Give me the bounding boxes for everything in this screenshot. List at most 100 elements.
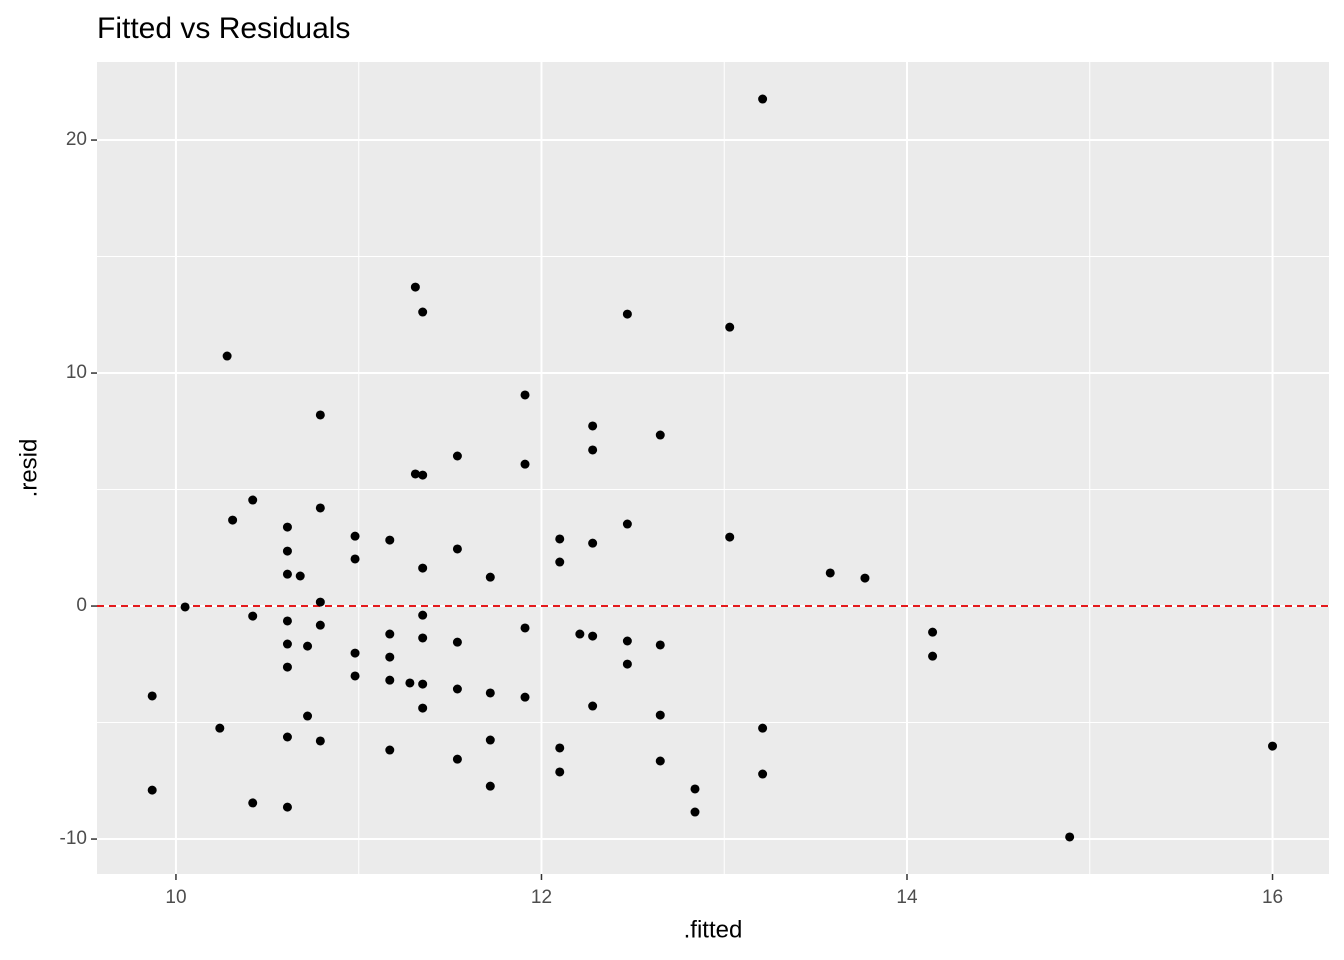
- y-tick-label: 20: [66, 129, 87, 150]
- point: [520, 459, 530, 469]
- y-tick-label: 0: [76, 595, 87, 616]
- point: [655, 430, 665, 440]
- point: [282, 569, 292, 579]
- point: [282, 732, 292, 742]
- point: [452, 451, 462, 461]
- point: [485, 688, 495, 698]
- point: [418, 703, 428, 713]
- point: [385, 629, 395, 639]
- y-tick-label: -10: [60, 828, 87, 849]
- point: [418, 307, 428, 317]
- point: [555, 557, 565, 567]
- point: [452, 544, 462, 554]
- point: [385, 652, 395, 662]
- point: [315, 410, 325, 420]
- point: [452, 684, 462, 694]
- point: [555, 767, 565, 777]
- point: [622, 659, 632, 669]
- x-tick-label: 16: [1262, 887, 1283, 908]
- point: [350, 554, 360, 564]
- point: [825, 568, 835, 578]
- point: [180, 602, 190, 612]
- point: [410, 282, 420, 292]
- point: [228, 515, 238, 525]
- point: [452, 637, 462, 647]
- point: [315, 503, 325, 513]
- point: [282, 802, 292, 812]
- point: [385, 535, 395, 545]
- point: [655, 640, 665, 650]
- point: [928, 627, 938, 637]
- point: [690, 784, 700, 794]
- point: [588, 421, 598, 431]
- point: [418, 563, 428, 573]
- point: [758, 723, 768, 733]
- point: [588, 538, 598, 548]
- point: [452, 754, 462, 764]
- point: [860, 573, 870, 583]
- point: [725, 322, 735, 332]
- point: [248, 495, 258, 505]
- point: [405, 678, 415, 688]
- point: [575, 629, 585, 639]
- point: [282, 616, 292, 626]
- point: [147, 691, 157, 701]
- x-tick-label: 14: [896, 887, 918, 908]
- x-axis-title: .fitted: [684, 916, 743, 943]
- point: [410, 469, 420, 479]
- chart-title: Fitted vs Residuals: [97, 12, 350, 45]
- x-tick-label: 12: [531, 887, 552, 908]
- point: [485, 572, 495, 582]
- point: [622, 519, 632, 529]
- point: [520, 623, 530, 633]
- point: [303, 711, 313, 721]
- point: [418, 679, 428, 689]
- x-tick-label: 10: [165, 887, 186, 908]
- point: [350, 671, 360, 681]
- y-tick-label: 10: [66, 362, 87, 383]
- point: [385, 745, 395, 755]
- point: [588, 701, 598, 711]
- point: [350, 531, 360, 541]
- point: [282, 522, 292, 532]
- point: [555, 743, 565, 753]
- point: [418, 633, 428, 643]
- point: [555, 534, 565, 544]
- point: [622, 636, 632, 646]
- point: [295, 571, 305, 581]
- point: [248, 611, 258, 621]
- point: [215, 723, 225, 733]
- point: [418, 610, 428, 620]
- point: [655, 756, 665, 766]
- point: [485, 781, 495, 791]
- point: [622, 309, 632, 319]
- point: [350, 648, 360, 658]
- point: [282, 639, 292, 649]
- point: [147, 785, 157, 795]
- point: [690, 807, 700, 817]
- point: [588, 445, 598, 455]
- point: [485, 735, 495, 745]
- point: [655, 710, 665, 720]
- panel: [97, 62, 1329, 874]
- point: [303, 641, 313, 651]
- y-axis-title: .resid: [15, 439, 42, 498]
- point: [315, 597, 325, 607]
- point: [248, 798, 258, 808]
- point: [1268, 741, 1278, 751]
- point: [222, 351, 232, 361]
- point: [725, 532, 735, 542]
- point: [282, 546, 292, 556]
- point: [385, 675, 395, 685]
- point: [418, 470, 428, 480]
- point: [928, 651, 938, 661]
- point: [758, 769, 768, 779]
- point: [758, 94, 768, 104]
- point: [520, 692, 530, 702]
- point: [315, 620, 325, 630]
- point: [1065, 832, 1075, 842]
- point: [282, 662, 292, 672]
- point: [520, 390, 530, 400]
- point: [588, 631, 598, 641]
